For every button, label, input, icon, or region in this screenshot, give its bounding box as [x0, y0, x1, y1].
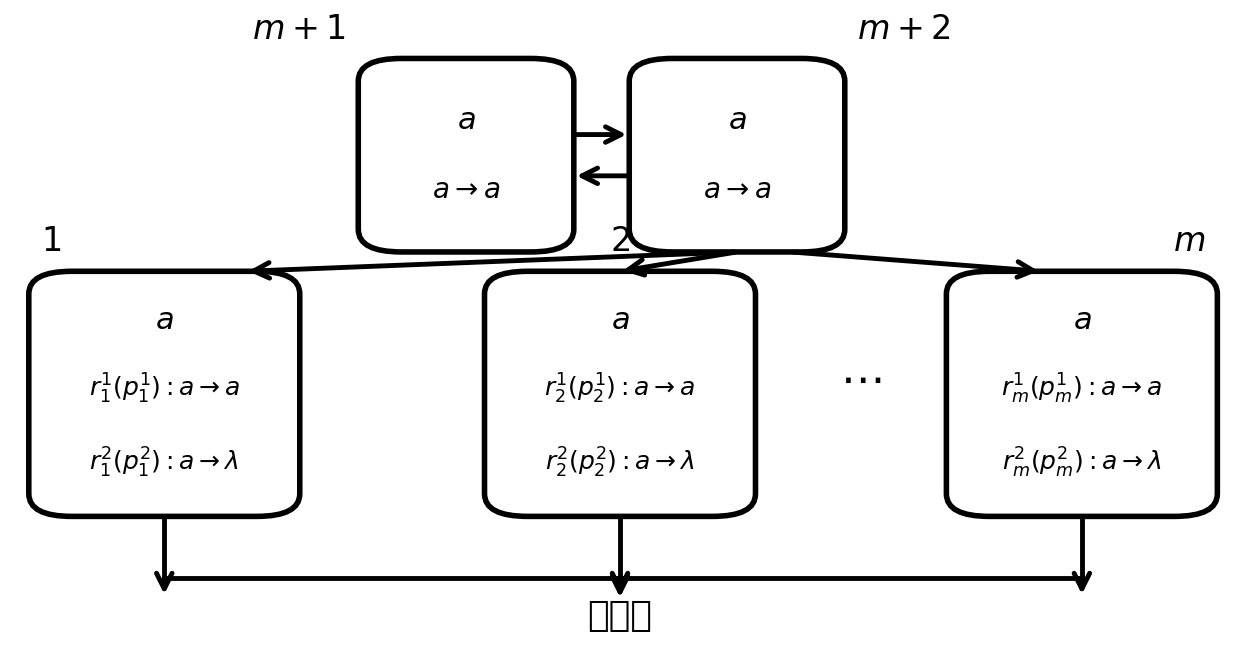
FancyBboxPatch shape	[29, 272, 300, 516]
Text: $a$: $a$	[155, 306, 174, 335]
Text: $a$: $a$	[456, 106, 475, 135]
Text: 脉冲串: 脉冲串	[588, 600, 652, 633]
Text: $m+1$: $m+1$	[253, 12, 346, 45]
Text: $a\rightarrow a$: $a\rightarrow a$	[432, 176, 500, 204]
Text: $r_2^2(p_2^2):a\rightarrow\lambda$: $r_2^2(p_2^2):a\rightarrow\lambda$	[546, 445, 694, 480]
Text: $a$: $a$	[728, 106, 746, 135]
Text: $r_m^2(p_m^2):a\rightarrow\lambda$: $r_m^2(p_m^2):a\rightarrow\lambda$	[1002, 445, 1162, 480]
Text: $m+2$: $m+2$	[857, 12, 951, 45]
Text: $m$: $m$	[1173, 226, 1205, 258]
Text: $r_1^1(p_1^1):a\rightarrow a$: $r_1^1(p_1^1):a\rightarrow a$	[88, 372, 241, 406]
Text: $2$: $2$	[610, 226, 630, 258]
FancyBboxPatch shape	[358, 58, 574, 252]
Text: $r_m^1(p_m^1):a\rightarrow a$: $r_m^1(p_m^1):a\rightarrow a$	[1002, 372, 1162, 406]
Text: $r_2^1(p_2^1):a\rightarrow a$: $r_2^1(p_2^1):a\rightarrow a$	[544, 372, 696, 406]
Text: $a$: $a$	[1073, 306, 1091, 335]
FancyBboxPatch shape	[629, 58, 844, 252]
FancyBboxPatch shape	[946, 272, 1218, 516]
Text: $1$: $1$	[41, 226, 61, 258]
Text: $a\rightarrow a$: $a\rightarrow a$	[703, 176, 771, 204]
Text: $r_1^2(p_1^2):a\rightarrow\lambda$: $r_1^2(p_1^2):a\rightarrow\lambda$	[89, 445, 239, 480]
Text: $a$: $a$	[610, 306, 630, 335]
Text: $\cdots$: $\cdots$	[839, 359, 880, 402]
FancyBboxPatch shape	[485, 272, 755, 516]
